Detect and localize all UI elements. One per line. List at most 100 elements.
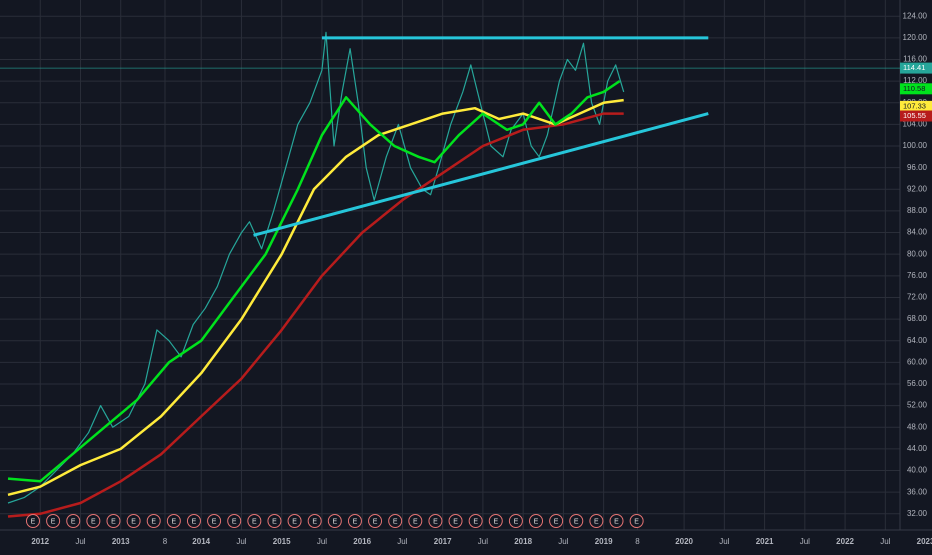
- earnings-marker: [327, 514, 342, 528]
- x-tick-label: Jul: [397, 537, 407, 546]
- earnings-label: E: [151, 518, 156, 525]
- x-tick-label: 2016: [353, 537, 371, 546]
- earnings-marker: [629, 514, 644, 528]
- earnings-label: E: [353, 518, 358, 525]
- x-tick-label: 2022: [836, 537, 854, 546]
- earnings-label: E: [252, 518, 257, 525]
- x-tick-label: 2013: [112, 537, 130, 546]
- earnings-label: E: [192, 518, 197, 525]
- x-tick-label: 2020: [675, 537, 693, 546]
- earnings-marker: [66, 514, 81, 528]
- y-tick-label: 64.00: [907, 336, 928, 345]
- y-tick-label: 32.00: [907, 509, 928, 518]
- x-tick-label: Jul: [880, 537, 890, 546]
- earnings-marker: [146, 514, 161, 528]
- earnings-label: E: [212, 518, 217, 525]
- y-tick-label: 112.00: [903, 76, 927, 85]
- x-tick-label: Jul: [478, 537, 488, 546]
- earnings-marker: [609, 514, 624, 528]
- earnings-label: E: [574, 518, 579, 525]
- earnings-label: E: [614, 518, 619, 525]
- earnings-label: E: [312, 518, 317, 525]
- x-tick-label: Jul: [75, 537, 85, 546]
- price-label: 107.33: [903, 101, 926, 110]
- earnings-marker: [166, 514, 181, 528]
- earnings-marker: [529, 514, 544, 528]
- earnings-marker: [126, 514, 141, 528]
- series-line: [7, 80, 621, 483]
- y-tick-label: 84.00: [907, 228, 928, 237]
- earnings-label: E: [71, 518, 76, 525]
- y-tick-label: 124.00: [903, 11, 928, 20]
- earnings-label: E: [393, 518, 398, 525]
- earnings-marker: [46, 514, 61, 528]
- earnings-marker: [227, 514, 242, 528]
- y-tick-label: 48.00: [907, 422, 928, 431]
- earnings-label: E: [634, 518, 639, 525]
- earnings-marker: [448, 514, 463, 528]
- earnings-marker: [287, 514, 302, 528]
- earnings-label: E: [413, 518, 418, 525]
- x-tick-label: 2012: [31, 537, 49, 546]
- earnings-marker: [569, 514, 584, 528]
- x-tick-label: 2015: [273, 537, 291, 546]
- x-tick-label: Jul: [558, 537, 568, 546]
- price-label: 110.58: [903, 84, 925, 93]
- y-tick-label: 92.00: [907, 184, 928, 193]
- earnings-marker: [247, 514, 262, 528]
- y-tick-label: 80.00: [907, 249, 928, 258]
- x-tick-label: 2017: [434, 537, 452, 546]
- series-line: [7, 112, 624, 518]
- earnings-label: E: [594, 518, 599, 525]
- y-tick-label: 96.00: [907, 163, 928, 172]
- price-label: 105.55: [903, 111, 926, 120]
- x-tick-label: 8: [163, 537, 168, 546]
- earnings-marker: [186, 514, 201, 528]
- earnings-label: E: [473, 518, 478, 525]
- earnings-label: E: [272, 518, 277, 525]
- earnings-label: E: [554, 518, 559, 525]
- earnings-label: E: [292, 518, 297, 525]
- earnings-label: E: [111, 518, 116, 525]
- earnings-marker: [207, 514, 222, 528]
- earnings-label: E: [332, 518, 337, 525]
- x-tick-label: 2018: [514, 537, 532, 546]
- y-tick-label: 120.00: [903, 33, 928, 42]
- earnings-marker: [488, 514, 503, 528]
- series-line: [7, 31, 625, 504]
- x-tick-label: 2021: [756, 537, 774, 546]
- earnings-marker: [347, 514, 362, 528]
- earnings-marker: [589, 514, 604, 528]
- price-label-box: [900, 110, 932, 122]
- x-tick-label: 2014: [192, 537, 210, 546]
- earnings-label: E: [232, 518, 237, 525]
- price-label: 114.41: [903, 63, 925, 72]
- earnings-marker: [86, 514, 101, 528]
- y-tick-label: 100.00: [903, 141, 928, 150]
- y-tick-label: 44.00: [907, 444, 928, 453]
- earnings-label: E: [51, 518, 56, 525]
- price-label-box: [900, 100, 932, 112]
- series-line: [7, 98, 624, 497]
- y-tick-label: 52.00: [907, 401, 928, 410]
- earnings-label: E: [172, 518, 177, 525]
- earnings-label: E: [91, 518, 96, 525]
- earnings-marker: [307, 514, 322, 528]
- y-tick-label: 40.00: [907, 466, 928, 475]
- earnings-label: E: [453, 518, 458, 525]
- x-tick-label: 2023: [917, 537, 932, 546]
- x-tick-label: Jul: [719, 537, 729, 546]
- earnings-label: E: [433, 518, 438, 525]
- earnings-label: E: [534, 518, 539, 525]
- x-tick-label: 2019: [595, 537, 613, 546]
- earnings-marker: [508, 514, 523, 528]
- y-tick-label: 36.00: [907, 487, 928, 496]
- earnings-marker: [388, 514, 403, 528]
- earnings-marker: [408, 514, 423, 528]
- earnings-marker: [428, 514, 443, 528]
- earnings-label: E: [131, 518, 136, 525]
- y-tick-label: 116.00: [903, 55, 927, 64]
- y-tick-label: 60.00: [907, 357, 928, 366]
- earnings-label: E: [31, 518, 36, 525]
